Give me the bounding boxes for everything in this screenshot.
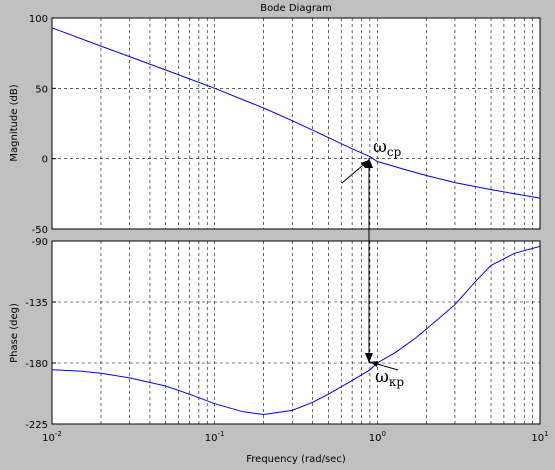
magnitude-plot-area (51, 17, 541, 230)
omega-cp-arrowhead (361, 160, 369, 168)
phase-curve (51, 245, 541, 416)
magnitude-y-label: Magnitude (dB) (9, 84, 20, 161)
magnitude-grid (52, 18, 540, 229)
omega-kp-label: ωкр (375, 367, 404, 389)
x-tick-label: 101 (531, 430, 548, 444)
magnitude-plot: -50 0 50 100 Bode Diagram Magnitude (dB) (9, 3, 541, 236)
omega-cp-label: ωср (373, 137, 402, 159)
y-tick-label: -90 (32, 237, 48, 248)
phase-plot: -225 -180 -135 -90 10-2 10-1 100 101 Phase (de… (9, 237, 549, 465)
y-tick-label: 100 (29, 14, 48, 25)
frequency-x-ticks: 10-2 10-1 100 101 (42, 430, 548, 444)
y-tick-label: -135 (25, 298, 48, 309)
y-tick-label: 0 (42, 155, 48, 166)
arrowhead-bottom (365, 353, 373, 363)
arrowhead-top (365, 158, 373, 168)
phase-grid (52, 241, 540, 424)
frequency-x-label: Frequency (rad/sec) (246, 454, 346, 465)
phase-y-ticks: -225 -180 -135 -90 (25, 237, 56, 431)
y-tick-label: -225 (25, 420, 48, 431)
magnitude-curve (51, 27, 541, 199)
y-tick-label: -180 (25, 359, 48, 370)
chart-title: Bode Diagram (260, 3, 332, 14)
omega-kp-arrowhead (370, 361, 378, 367)
y-tick-label: -50 (32, 225, 48, 236)
x-tick-label: 100 (369, 430, 386, 444)
phase-y-label: Phase (deg) (9, 303, 20, 363)
y-tick-label: 50 (35, 84, 48, 95)
magnitude-y-ticks: -50 0 50 100 (29, 14, 56, 236)
x-tick-label: 10-2 (42, 430, 62, 444)
phase-plot-area (51, 240, 541, 425)
annotations: ωср ωкр (341, 137, 404, 389)
x-tick-label: 10-1 (205, 430, 225, 444)
